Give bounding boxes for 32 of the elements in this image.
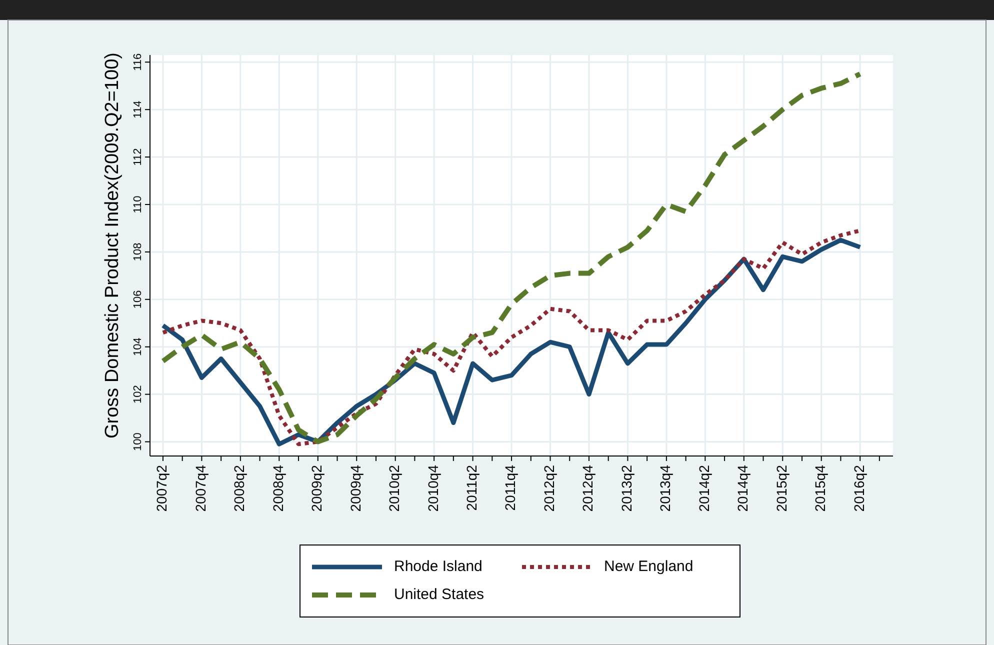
x-tick-label: 2011q4: [502, 464, 518, 511]
x-tick-label: 2011q2: [464, 464, 480, 511]
x-tick-label: 2012q2: [540, 464, 557, 512]
legend-label: Rhode Island: [394, 558, 482, 575]
y-tick-label: 108: [132, 242, 144, 262]
y-tick-label: 106: [132, 290, 144, 309]
legend-label: New England: [604, 558, 694, 575]
y-axis-title: Gross Domestic Product Index(2009.Q2=100): [102, 52, 123, 438]
y-tick-label: 102: [132, 385, 144, 404]
x-tick-label: 2012q4: [580, 464, 596, 512]
x-tick-label: 2015q4: [812, 464, 828, 512]
y-tick-label: 116: [132, 53, 144, 71]
y-tick-label: 114: [132, 100, 144, 118]
y-tick-label: 104: [132, 338, 144, 356]
x-tick-label: 2009q2: [308, 464, 325, 512]
x-tick-label: 2015q2: [773, 464, 790, 512]
x-tick-label: 2013q4: [657, 464, 674, 512]
x-tick-label: 2014q2: [696, 464, 712, 512]
x-tick-label: 2007q2: [154, 464, 170, 512]
x-tick-label: 2010q4: [424, 464, 441, 512]
x-tick-label: 2016q2: [850, 464, 867, 512]
y-tick-label: 112: [132, 148, 144, 166]
x-tick-label: 2013q2: [618, 464, 634, 512]
x-tick-label: 2014q4: [734, 464, 751, 512]
legend-label: United States: [394, 586, 484, 603]
y-tick-label: 100: [132, 432, 144, 451]
x-tick-label: 2008q2: [231, 464, 248, 512]
y-tick-label: 110: [132, 196, 144, 214]
x-tick-label: 2007q4: [192, 464, 208, 512]
x-tick-label: 2008q4: [270, 464, 286, 512]
x-tick-label: 2010q2: [386, 464, 402, 512]
x-tick-label: 2009q4: [347, 464, 364, 512]
